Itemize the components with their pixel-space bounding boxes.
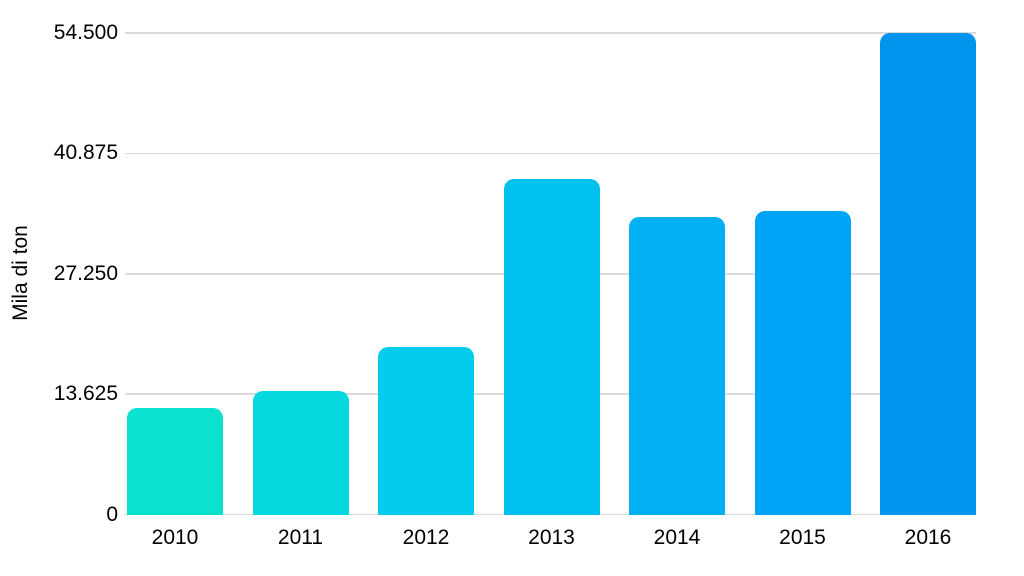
y-tick-label: 40.875 — [53, 141, 118, 165]
bar-2011 — [252, 390, 349, 515]
y-tick-label: 27.250 — [53, 261, 118, 285]
x-tick-label: 2011 — [277, 526, 324, 549]
bar-2015 — [754, 211, 851, 515]
bars-layer — [127, 33, 976, 515]
y-tick-label: 13.625 — [53, 382, 118, 406]
x-tick-label: 2015 — [779, 526, 826, 549]
x-axis-tick-labels: 2010 2011 2012 2013 2014 2015 2016 — [127, 523, 976, 553]
y-tick-label: 54.500 — [53, 21, 118, 44]
bar-2016 — [880, 33, 976, 515]
x-tick-label: 2013 — [528, 526, 575, 549]
bar-2012 — [378, 346, 474, 515]
bar-2010 — [127, 408, 223, 515]
gridline-0 — [125, 513, 976, 516]
gridline-54.500 — [125, 32, 976, 34]
bar-2014 — [629, 216, 725, 515]
x-tick-label: 2010 — [151, 526, 199, 549]
x-tick-label: 2014 — [653, 526, 701, 549]
gridline-40.875 — [125, 152, 976, 155]
x-tick-label: 2012 — [402, 526, 450, 549]
x-tick-label: 2016 — [904, 526, 952, 549]
bar-2013 — [503, 178, 600, 515]
y-tick-label: 0 — [106, 502, 118, 526]
